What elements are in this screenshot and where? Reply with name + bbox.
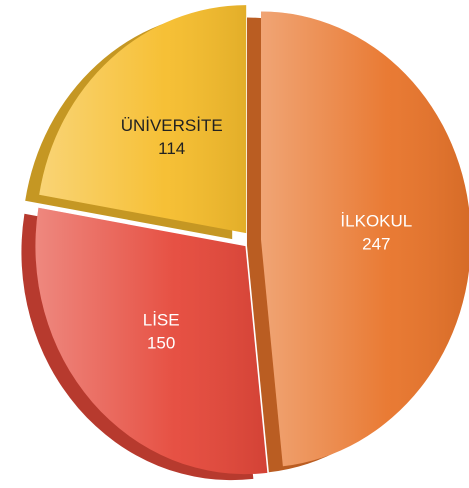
pie: İLKOKUL 247 LİSE 150 ÜNİVERSİTE 114 — [21, 5, 469, 481]
slice-label: LİSE — [143, 310, 180, 329]
slice-value: 150 — [147, 333, 175, 352]
slice-label: ÜNİVERSİTE — [121, 116, 223, 135]
slice-shine — [39, 5, 247, 234]
slice-value: 247 — [362, 234, 390, 253]
slice-shine — [260, 11, 469, 467]
slice-label: İLKOKUL — [340, 211, 412, 230]
slice-shine — [35, 207, 268, 475]
slice-value: 114 — [158, 139, 185, 158]
